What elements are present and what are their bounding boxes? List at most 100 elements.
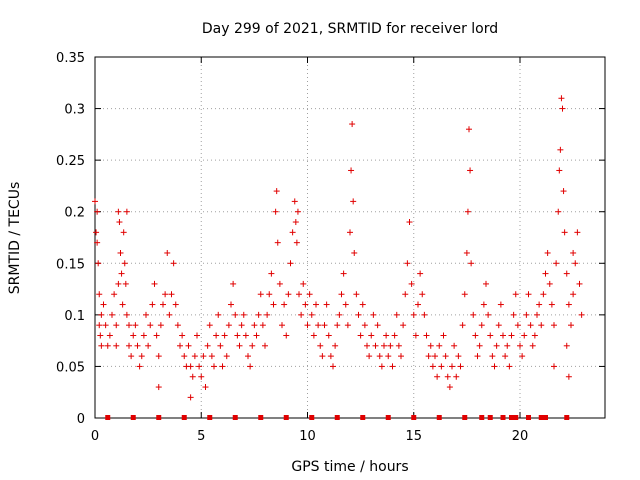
data-point — [565, 373, 572, 380]
baseline-marker — [564, 415, 570, 420]
data-point — [219, 363, 226, 370]
baseline-marker — [181, 415, 187, 420]
data-point — [126, 342, 132, 349]
data-point — [406, 219, 413, 226]
data-point — [464, 208, 471, 215]
data-point — [470, 311, 477, 318]
data-point — [302, 301, 309, 308]
data-point — [423, 332, 430, 339]
data-point — [272, 208, 279, 215]
data-point — [95, 260, 102, 267]
data-point — [208, 353, 215, 360]
data-point — [510, 311, 517, 318]
data-point — [400, 322, 407, 329]
data-point — [555, 208, 562, 215]
data-point — [466, 126, 472, 133]
baseline-marker — [411, 415, 417, 420]
data-point — [138, 353, 145, 360]
data-point — [332, 342, 339, 349]
baseline-marker — [479, 415, 485, 420]
data-point — [404, 260, 411, 267]
data-point — [155, 384, 162, 391]
data-point — [285, 291, 292, 298]
data-point — [542, 270, 549, 277]
data-point — [444, 373, 451, 380]
data-point — [98, 342, 105, 349]
data-point — [559, 105, 566, 112]
data-point — [94, 208, 101, 215]
x-tick-label: 0 — [91, 429, 99, 444]
data-point — [436, 342, 443, 349]
data-point — [576, 280, 583, 287]
data-point — [259, 322, 266, 329]
data-point — [463, 249, 470, 256]
data-point — [166, 311, 173, 318]
data-point — [497, 301, 504, 308]
data-point — [344, 322, 351, 329]
data-point — [211, 363, 217, 370]
data-point — [123, 208, 130, 215]
data-point — [342, 301, 349, 308]
data-point — [395, 342, 402, 349]
data-point — [508, 332, 515, 339]
baseline-marker — [156, 415, 162, 420]
data-point — [151, 280, 158, 287]
data-point — [217, 342, 224, 349]
baseline-marker — [500, 415, 506, 420]
data-point — [242, 332, 249, 339]
data-point — [434, 373, 441, 380]
data-point — [170, 260, 177, 267]
data-point — [132, 322, 139, 329]
data-point — [548, 301, 555, 308]
data-point — [517, 342, 523, 349]
y-tick-label: 0.05 — [56, 360, 85, 375]
data-point — [374, 322, 381, 329]
data-point — [306, 291, 313, 298]
data-point — [294, 208, 301, 215]
data-point — [96, 291, 103, 298]
data-point — [111, 291, 118, 298]
data-point — [557, 146, 564, 153]
data-point — [425, 353, 432, 360]
data-point — [115, 280, 122, 287]
baseline-marker — [487, 415, 493, 420]
data-point — [109, 311, 115, 318]
data-point — [319, 353, 326, 360]
data-point — [287, 260, 294, 267]
data-point — [570, 291, 577, 298]
data-point — [351, 249, 358, 256]
data-point — [560, 188, 567, 195]
data-point — [540, 291, 547, 298]
baseline-marker — [258, 415, 264, 420]
data-point — [204, 342, 211, 349]
data-point — [387, 342, 394, 349]
y-tick-label: 0.35 — [56, 51, 85, 66]
plot-frame — [94, 56, 606, 419]
data-point — [293, 239, 300, 246]
data-point — [264, 311, 271, 318]
data-point — [538, 322, 545, 329]
data-point — [372, 342, 379, 349]
data-point — [440, 332, 447, 339]
data-point — [336, 311, 343, 318]
baseline-marker — [385, 415, 391, 420]
data-point — [313, 301, 319, 308]
data-point — [262, 342, 268, 349]
data-point — [556, 167, 563, 174]
data-point — [544, 249, 551, 256]
data-point — [457, 363, 464, 370]
data-points-layer — [92, 95, 585, 401]
data-point — [415, 301, 421, 308]
data-point — [421, 311, 428, 318]
baseline-marker — [360, 415, 366, 420]
data-point — [478, 322, 485, 329]
data-point — [474, 353, 481, 360]
data-point — [308, 311, 315, 318]
data-point — [357, 332, 364, 339]
data-point — [512, 291, 519, 298]
data-point — [442, 353, 449, 360]
data-point — [385, 353, 392, 360]
data-point — [247, 363, 254, 370]
baseline-marker — [462, 415, 468, 420]
data-point — [194, 332, 200, 339]
